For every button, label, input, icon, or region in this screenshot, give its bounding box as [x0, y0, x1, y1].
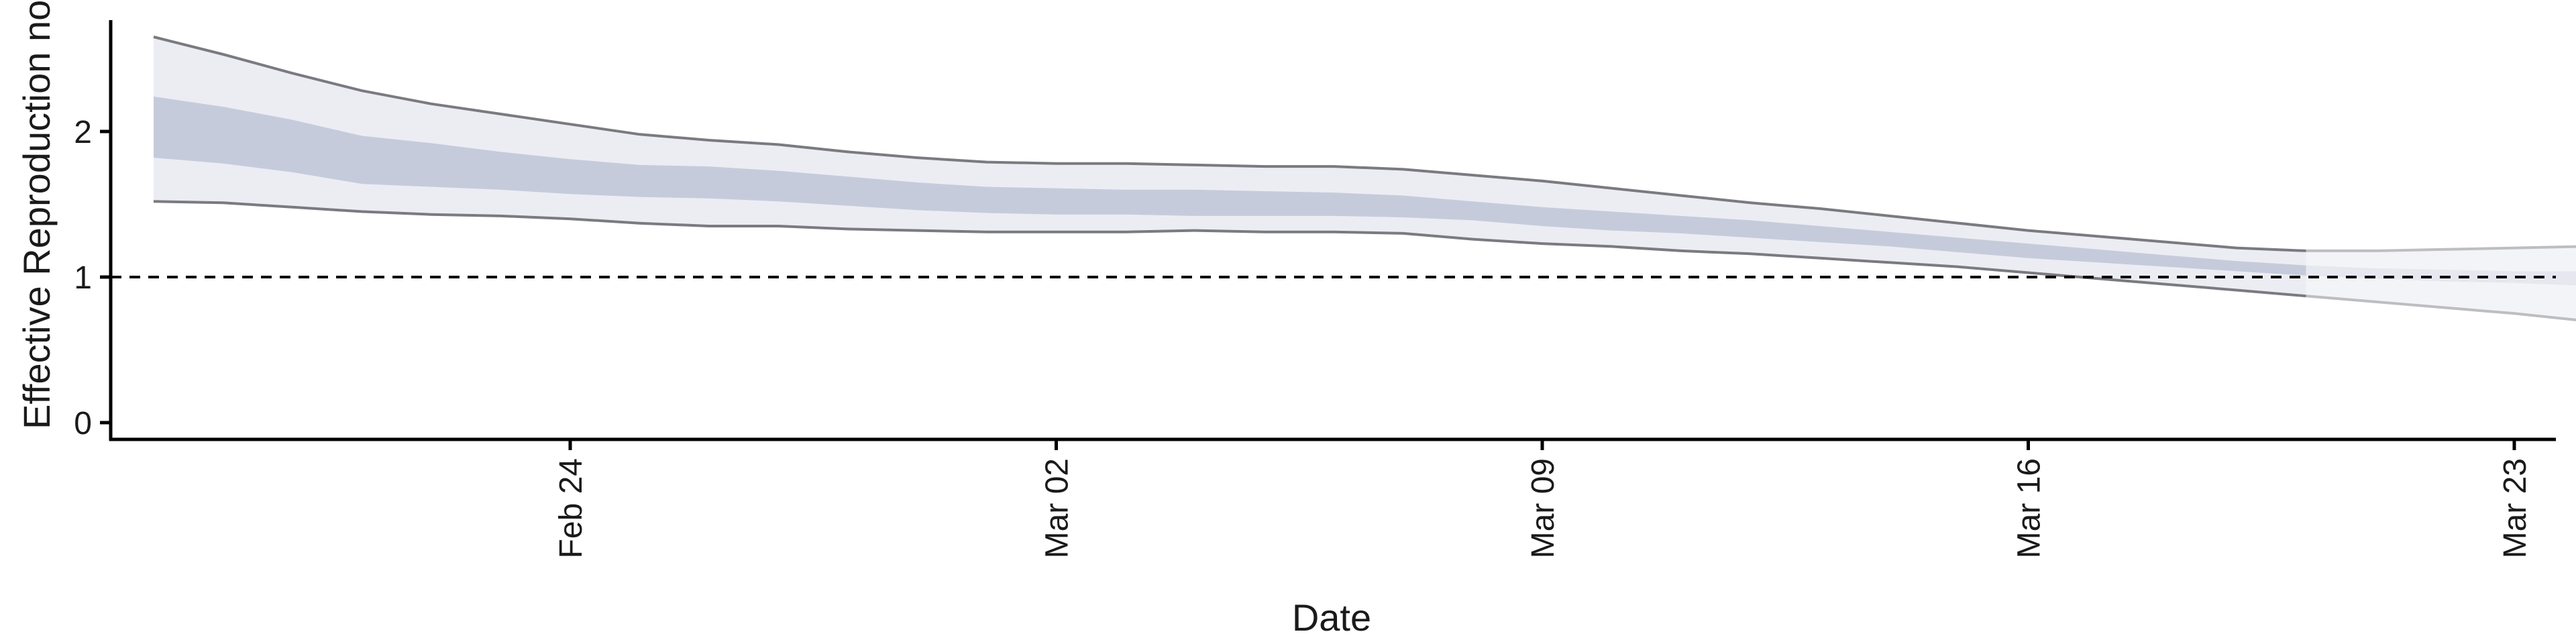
ci50-band-projection	[2306, 265, 2576, 286]
x-tick-label: Mar 09	[1525, 458, 1561, 558]
y-tick-label: 1	[74, 260, 92, 296]
ci50-band	[154, 96, 2306, 276]
x-tick-label: Mar 23	[2498, 458, 2533, 558]
plot-area	[111, 36, 2576, 321]
x-tick-label: Mar 16	[2012, 458, 2047, 558]
y-axis-title: Effective Reproduction no	[15, 0, 58, 429]
y-axis: 0 1 2	[74, 20, 113, 441]
upper-bound-line-projection	[2306, 245, 2576, 252]
lower-bound-line-projection	[2306, 294, 2576, 321]
y-tick-label: 0	[74, 406, 92, 441]
x-axis: Feb 24 Mar 02 Mar 09 Mar 16 Mar 23	[109, 437, 2556, 558]
x-tick-label: Feb 24	[553, 458, 589, 558]
x-tick-label: Mar 02	[1040, 458, 1075, 558]
upper-bound-line	[153, 36, 2306, 252]
lower-bound-line	[153, 200, 2306, 298]
x-axis-title: Date	[1292, 596, 1371, 639]
y-tick-label: 2	[74, 115, 92, 150]
